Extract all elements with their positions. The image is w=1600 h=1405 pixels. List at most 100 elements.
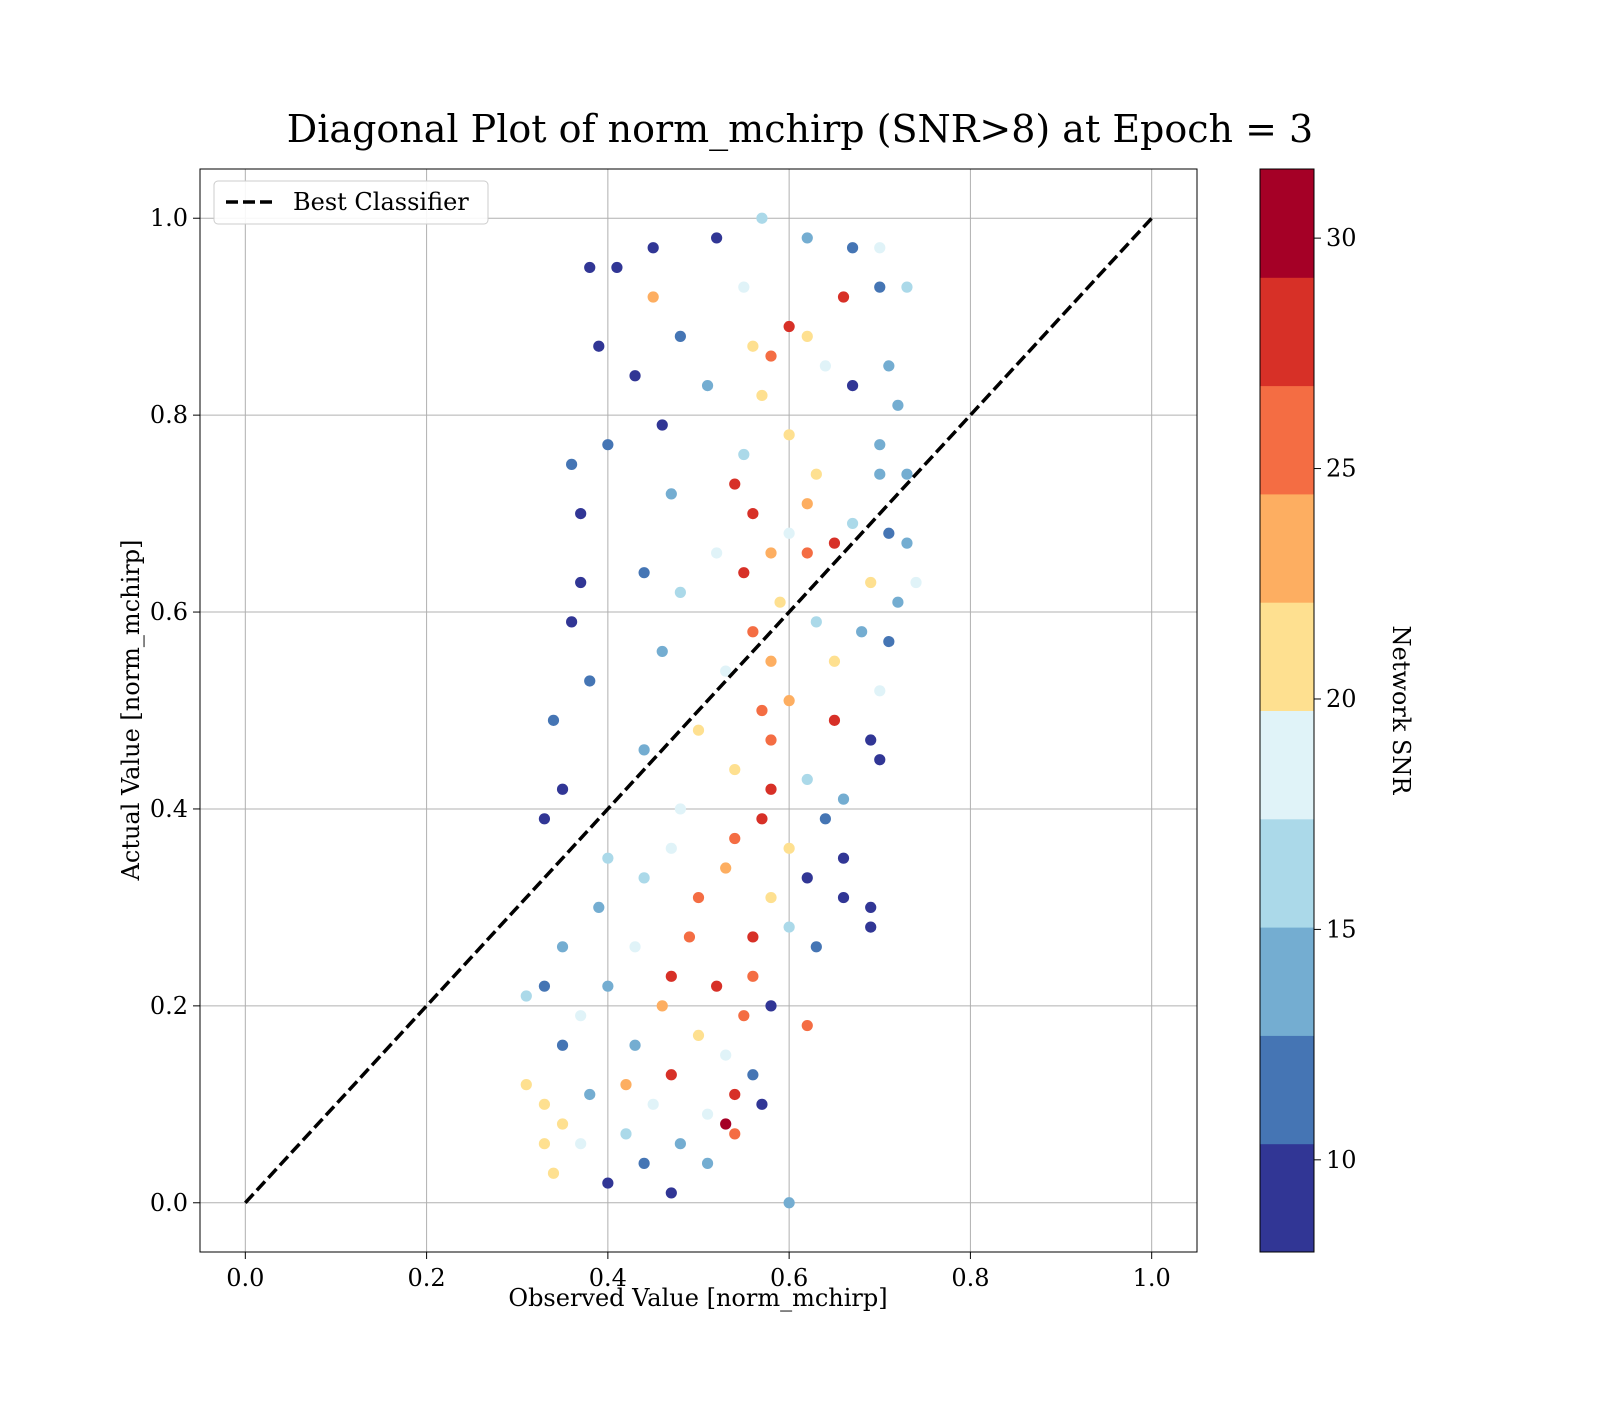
colorbar-tick-label-4: 30 <box>1326 224 1357 252</box>
scatter-point-87 <box>665 842 677 854</box>
scatter-point-88 <box>602 852 614 864</box>
scatter-point-11 <box>738 281 750 293</box>
colorbar-band-2 <box>1260 927 1314 1036</box>
scatter-point-14 <box>783 320 795 333</box>
x-axis-label: Observed Value [norm_mchirp] <box>508 1284 887 1312</box>
scatter-point-31 <box>738 448 750 461</box>
scatter-point-43 <box>828 537 841 549</box>
colorbar: 10 15 20 25 30 Network SNR <box>1259 168 1415 1253</box>
scatter-point-10 <box>647 291 659 303</box>
colorbar-band-4 <box>1260 710 1314 820</box>
scatter-point-76 <box>729 763 741 776</box>
scatter-point-123 <box>520 1079 532 1091</box>
scatter-point-38 <box>665 488 677 500</box>
colorbar-band-6 <box>1260 493 1314 603</box>
scatter-point-20 <box>883 360 895 372</box>
scatter-point-21 <box>846 380 859 392</box>
scatter-point-93 <box>865 901 877 914</box>
x-tick-label-0: 0.0 <box>226 1264 264 1292</box>
scatter-point-94 <box>837 891 850 904</box>
scatter-point-17 <box>765 350 777 362</box>
scatter-point-27 <box>783 429 795 441</box>
scatter-point-122 <box>620 1079 632 1091</box>
colorbar-band-5 <box>1260 602 1314 711</box>
y-axis-label: Actual Value [norm_mchirp] <box>117 540 145 882</box>
scatter-point-18 <box>674 330 686 342</box>
scatter-point-116 <box>692 1029 705 1041</box>
scatter-point-64 <box>720 665 732 677</box>
scatter-point-41 <box>783 527 795 539</box>
scatter-point-40 <box>846 517 859 530</box>
scatter-point-128 <box>756 1098 768 1110</box>
scatter-point-59 <box>856 626 868 638</box>
x-tick-label-1: 0.2 <box>408 1264 446 1292</box>
scatter-point-118 <box>556 1039 569 1051</box>
colorbar-bands <box>1260 169 1314 1253</box>
x-tick-label-4: 0.8 <box>951 1264 989 1292</box>
scatter-point-62 <box>765 655 777 667</box>
scatter-point-119 <box>720 1049 732 1061</box>
scatter-point-71 <box>692 724 705 736</box>
colorbar-band-9 <box>1260 169 1314 278</box>
scatter-point-137 <box>638 1157 650 1169</box>
scatter-point-97 <box>593 901 605 914</box>
scatter-point-6 <box>874 242 886 254</box>
scatter-point-7 <box>874 281 886 293</box>
scatter-point-90 <box>720 862 732 874</box>
scatter-point-51 <box>865 576 877 589</box>
colorbar-ticks: 10 15 20 25 30 <box>1314 224 1357 1174</box>
scatter-point-9 <box>837 291 850 303</box>
scatter-point-126 <box>538 1098 551 1110</box>
scatter-point-55 <box>892 596 904 608</box>
scatter-point-37 <box>747 507 759 520</box>
scatter-point-46 <box>765 547 777 559</box>
scatter-point-69 <box>828 714 841 726</box>
scatter-point-66 <box>874 685 886 697</box>
scatter-point-25 <box>892 399 904 411</box>
scatter-point-30 <box>566 458 578 470</box>
scatter-point-84 <box>538 813 551 825</box>
legend: Best Classifier <box>213 180 489 225</box>
scatter-point-79 <box>556 783 569 795</box>
scatter-point-49 <box>638 567 650 579</box>
scatter-point-13 <box>593 340 605 352</box>
scatter-point-23 <box>701 380 714 392</box>
scatter-point-113 <box>575 1010 587 1022</box>
colorbar-band-1 <box>1260 1035 1314 1145</box>
scatter-point-74 <box>765 734 777 746</box>
y-axis-ticks: 0.0 0.2 0.4 0.6 0.8 1.0 <box>150 204 200 1217</box>
scatter-point-125 <box>729 1088 741 1101</box>
scatter-point-124 <box>584 1088 596 1101</box>
scatter-point-36 <box>801 498 813 510</box>
scatter-point-2 <box>711 232 723 244</box>
y-tick-label-0: 0.0 <box>150 1189 188 1217</box>
scatter-point-115 <box>801 1019 813 1032</box>
scatter-point-105 <box>747 970 759 982</box>
colorbar-band-8 <box>1260 277 1314 387</box>
scatter-point-26 <box>874 439 886 451</box>
scatter-point-86 <box>783 842 795 854</box>
x-tick-label-3: 0.6 <box>770 1264 808 1292</box>
colorbar-tick-label-0: 10 <box>1326 1146 1357 1174</box>
scatter-point-110 <box>765 1000 777 1012</box>
scatter-point-70 <box>547 714 560 726</box>
legend-box <box>213 180 489 225</box>
scatter-point-24 <box>756 389 768 402</box>
scatter-point-83 <box>819 813 831 825</box>
scatter-point-78 <box>765 783 777 795</box>
points-layer <box>520 212 922 1209</box>
scatter-point-42 <box>883 527 895 539</box>
scatter-point-73 <box>638 744 650 756</box>
colorbar-band-0 <box>1260 1143 1314 1253</box>
y-tick-label-5: 1.0 <box>150 204 188 232</box>
x-axis-ticks: 0.0 0.2 0.4 0.6 0.8 1.0 <box>226 1252 1171 1292</box>
scatter-point-67 <box>783 695 795 707</box>
x-tick-label-2: 0.4 <box>589 1264 627 1292</box>
scatter-point-75 <box>874 754 886 766</box>
scatter-point-57 <box>810 616 822 628</box>
scatter-point-3 <box>756 212 768 224</box>
reference-line-layer <box>244 217 1153 1204</box>
scatter-point-112 <box>520 990 532 1002</box>
scatter-point-109 <box>711 980 723 992</box>
